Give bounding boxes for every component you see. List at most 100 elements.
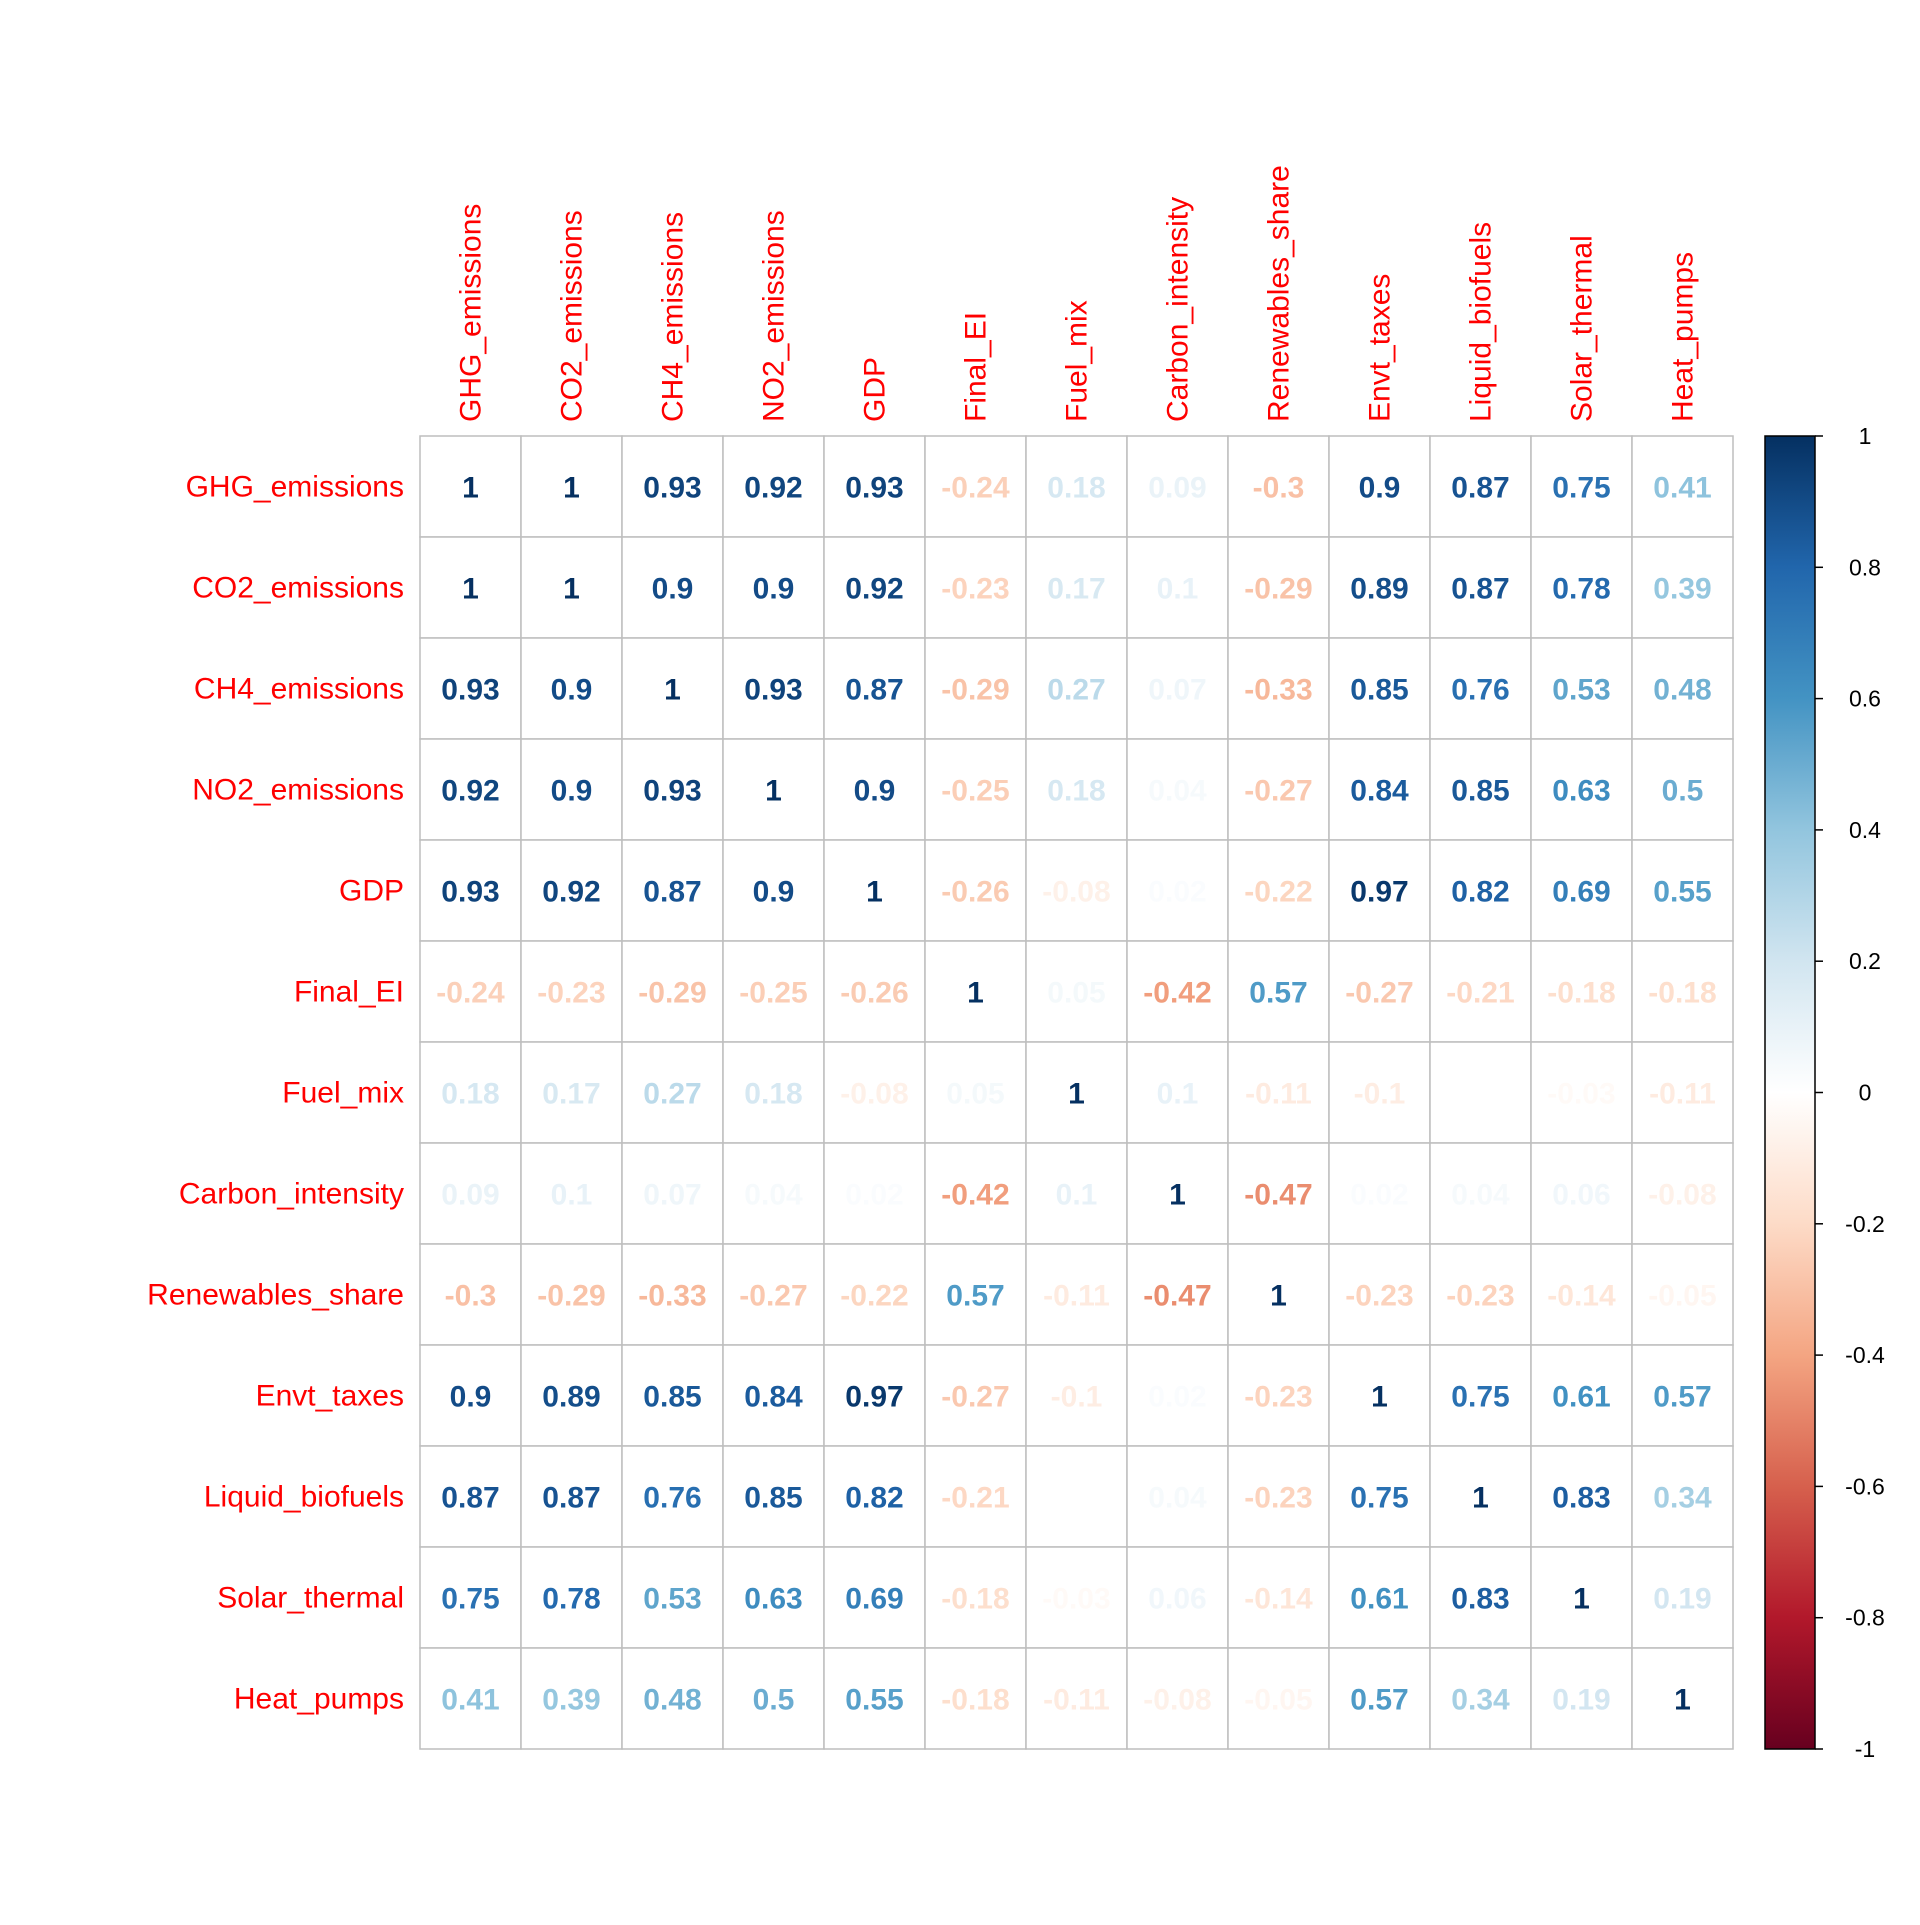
cell-value-label: 0.76 — [1451, 674, 1509, 707]
matrix-cell — [1025, 1445, 1128, 1548]
cell-value-label: -0.23 — [1446, 1280, 1514, 1313]
row-label: Renewables_share — [147, 1279, 404, 1312]
matrix-cell — [1227, 940, 1330, 1043]
row-labels: GHG_emissions CO2_emissions CH4_emissions N… — [147, 471, 404, 1716]
color-bar-tick-label: -1 — [1855, 1736, 1875, 1762]
matrix-cell — [419, 1344, 522, 1447]
cell-value-label: 0.1 — [1056, 1179, 1098, 1212]
matrix-cell — [1631, 940, 1734, 1043]
matrix-cell — [520, 1445, 623, 1548]
cell-value-label: -0.29 — [1244, 573, 1312, 606]
cell-value-label: 0.07 — [643, 1179, 701, 1212]
cell-value-label: 0.93 — [643, 472, 701, 505]
cell-value-label: -0.05 — [1244, 1684, 1312, 1717]
matrix-cell — [419, 1243, 522, 1346]
cell-value-label: 0.92 — [441, 775, 499, 808]
matrix-cell — [419, 637, 522, 740]
matrix-cell — [1025, 1546, 1128, 1649]
matrix-cell — [1530, 940, 1633, 1043]
cell-value-label: 0.1 — [551, 1179, 593, 1212]
cell-value-label: -0.11 — [1043, 1684, 1110, 1717]
cell-value-label: 0.87 — [845, 674, 903, 707]
column-label: Carbon_intensity — [1162, 197, 1195, 422]
cell-value-label: -0.27 — [941, 1381, 1009, 1414]
matrix-cell — [1126, 1546, 1229, 1649]
cell-value-label: -0.47 — [1244, 1179, 1312, 1212]
cell-value-label: 0.04 — [744, 1179, 803, 1212]
cell-value-label: -0.29 — [941, 674, 1009, 707]
column-label: Liquid_biofuels — [1465, 222, 1498, 422]
cell-value-label: -0.18 — [1648, 977, 1716, 1010]
cell-value-label: -0.29 — [638, 977, 706, 1010]
cell-value-label: 0.9 — [652, 573, 694, 606]
matrix-cell — [823, 1546, 926, 1649]
matrix-cell — [823, 1445, 926, 1548]
cell-value-label: 0.48 — [643, 1684, 701, 1717]
color-bar-tick-label: -0.6 — [1845, 1473, 1885, 1499]
cell-value-label: 0.82 — [1451, 876, 1509, 909]
cell-value-label: 0.93 — [441, 876, 499, 909]
cell-value-label: -0.23 — [941, 573, 1009, 606]
matrix-cell — [722, 1647, 825, 1750]
matrix-cell — [1631, 1142, 1734, 1245]
cell-value-label: -0.23 — [537, 977, 605, 1010]
cell-value-label: 1 — [1068, 1078, 1085, 1111]
matrix-cell — [1025, 1647, 1128, 1750]
matrix-cell — [621, 1243, 724, 1346]
cell-value-label: 1 — [1472, 1482, 1489, 1515]
matrix-cell — [1530, 1142, 1633, 1245]
matrix-cell — [1328, 536, 1431, 639]
matrix-cell — [924, 1647, 1027, 1750]
cell-value-label: -0.27 — [1244, 775, 1312, 808]
matrix-cell — [1530, 637, 1633, 740]
cell-value-label: -0.08 — [1042, 876, 1110, 909]
cell-value-label: -0.42 — [1143, 977, 1211, 1010]
cell-value-label: 0.9 — [450, 1381, 492, 1414]
cell-value-label: -0.23 — [1244, 1381, 1312, 1414]
cell-value-label: 0.78 — [1552, 573, 1610, 606]
cell-value-label: 1 — [866, 876, 883, 909]
cell-value-label: -0.11 — [1245, 1078, 1312, 1111]
cell-value-label: 0.93 — [643, 775, 701, 808]
matrix-cell — [1227, 1142, 1330, 1245]
matrix-cell — [924, 738, 1027, 841]
matrix-cell — [621, 1344, 724, 1447]
cell-value-label: 0.06 — [1552, 1179, 1610, 1212]
matrix-cell — [1227, 1445, 1330, 1548]
matrix-cell — [924, 1041, 1027, 1144]
color-bar — [1765, 436, 1815, 1749]
cell-value-label: 0.04 — [1451, 1179, 1510, 1212]
cell-value-label: -0.03 — [1042, 1583, 1110, 1616]
matrix-cell — [419, 839, 522, 942]
cell-value-label: -0.23 — [1244, 1482, 1312, 1515]
matrix-cell — [1328, 940, 1431, 1043]
cell-value-label: 0.84 — [1350, 775, 1409, 808]
cell-value-label: 0.85 — [643, 1381, 701, 1414]
cell-value-label: 0.5 — [753, 1684, 795, 1717]
cell-value-label: 0.02 — [845, 1179, 903, 1212]
cell-value-label: -0.1 — [1354, 1078, 1406, 1111]
matrix-cell — [722, 1445, 825, 1548]
matrix-cell — [1530, 536, 1633, 639]
cell-value-label: 1 — [563, 573, 580, 606]
cell-value-label: 0.9 — [1359, 472, 1401, 505]
color-bar-tick-label: 0 — [1859, 1080, 1872, 1106]
cell-value-label: 0.18 — [744, 1078, 802, 1111]
cell-value-label: 0.69 — [1552, 876, 1610, 909]
matrix-cell — [621, 1142, 724, 1245]
cell-value-label: -0.21 — [941, 1482, 1009, 1515]
cell-value-label: 0.17 — [542, 1078, 600, 1111]
matrix-cell — [823, 637, 926, 740]
cell-value-label: -0.14 — [1244, 1583, 1313, 1616]
cell-value-label: 0.05 — [946, 1078, 1004, 1111]
cell-value-label: 0.57 — [1350, 1684, 1408, 1717]
color-bar-tick-label: 0.4 — [1849, 817, 1881, 843]
column-label: Final_EI — [960, 312, 993, 422]
matrix-cell — [621, 536, 724, 639]
color-bar-tick-label: -0.4 — [1845, 1342, 1885, 1368]
matrix-cell — [1227, 1344, 1330, 1447]
matrix-cell — [1631, 1344, 1734, 1447]
cell-value-label: 0.87 — [643, 876, 701, 909]
row-label: NO2_emissions — [192, 774, 404, 807]
cell-value-label: -0.05 — [1648, 1280, 1716, 1313]
